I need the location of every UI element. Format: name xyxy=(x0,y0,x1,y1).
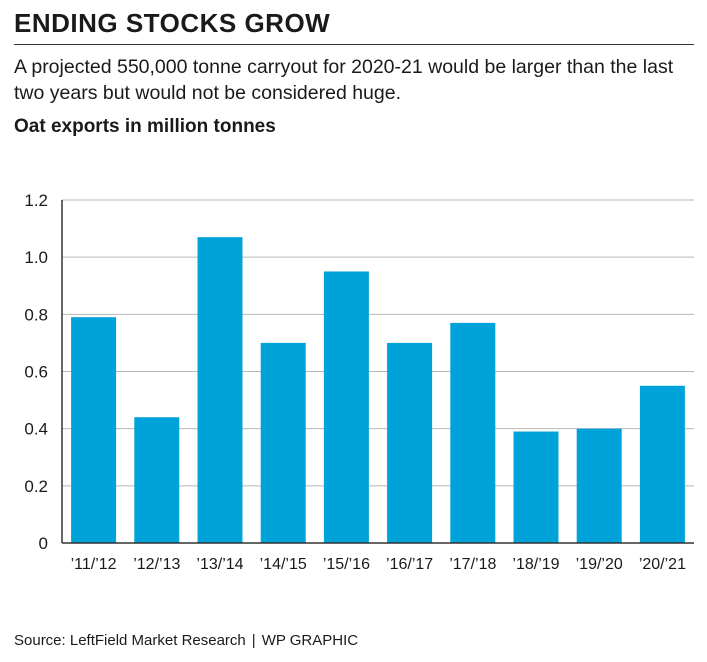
source-separator: | xyxy=(251,632,256,649)
x-tick-label: ’14/’15 xyxy=(260,556,307,573)
x-tick-label: ’17/’18 xyxy=(449,556,496,573)
bar xyxy=(576,428,622,543)
bar xyxy=(450,322,496,543)
y-tick-label: 0 xyxy=(39,534,48,553)
y-tick-label: 0.4 xyxy=(24,420,48,439)
bars xyxy=(71,237,685,544)
x-tick-label: ’18/’19 xyxy=(512,556,559,573)
bar xyxy=(71,317,117,543)
x-tick-label: ’16/’17 xyxy=(386,556,433,573)
graphic-credit: WP GRAPHIC xyxy=(261,632,359,649)
bar-chart: 0 0.2 0.4 0.6 0.8 1.0 1.2 ’11/’12 ’12/’13 ’13/’14… xyxy=(24,191,694,573)
source-text: Source: LeftField Market Research xyxy=(14,632,246,649)
chart-headline: ENDING STOCKS GROW xyxy=(14,8,331,38)
source-line: Source: LeftField Market Research | WP GRA… xyxy=(14,632,358,649)
x-tick-label: ’11/’12 xyxy=(71,556,117,573)
bar xyxy=(639,385,685,543)
bar xyxy=(323,271,369,543)
axes xyxy=(61,200,694,544)
bar xyxy=(513,431,559,543)
x-tick-label: ’19/’20 xyxy=(576,556,623,573)
bar xyxy=(134,417,180,543)
y-tick-label: 0.2 xyxy=(24,477,48,496)
y-tick-label: 0.6 xyxy=(24,363,48,382)
y-tick-label: 0.8 xyxy=(24,305,48,324)
y-tick-label: 1.0 xyxy=(24,248,48,267)
x-tick-label: ’20/’21 xyxy=(639,556,686,573)
chart-description: A projected 550,000 tonne carryout for 2… xyxy=(14,56,674,104)
headline-divider xyxy=(14,44,694,45)
y-tick-label: 1.2 xyxy=(24,191,48,210)
bar xyxy=(387,342,433,543)
tick-labels: 0 0.2 0.4 0.6 0.8 1.0 1.2 ’11/’12 ’12/’13 ’13/’14… xyxy=(24,191,686,573)
x-tick-label: ’13/’14 xyxy=(196,556,243,573)
chart-subtitle: Oat exports in million tonnes xyxy=(14,116,276,137)
bar xyxy=(197,237,243,544)
bar xyxy=(260,342,306,543)
x-tick-label: ’15/’16 xyxy=(323,556,370,573)
x-tick-label: ’12/’13 xyxy=(133,556,180,573)
